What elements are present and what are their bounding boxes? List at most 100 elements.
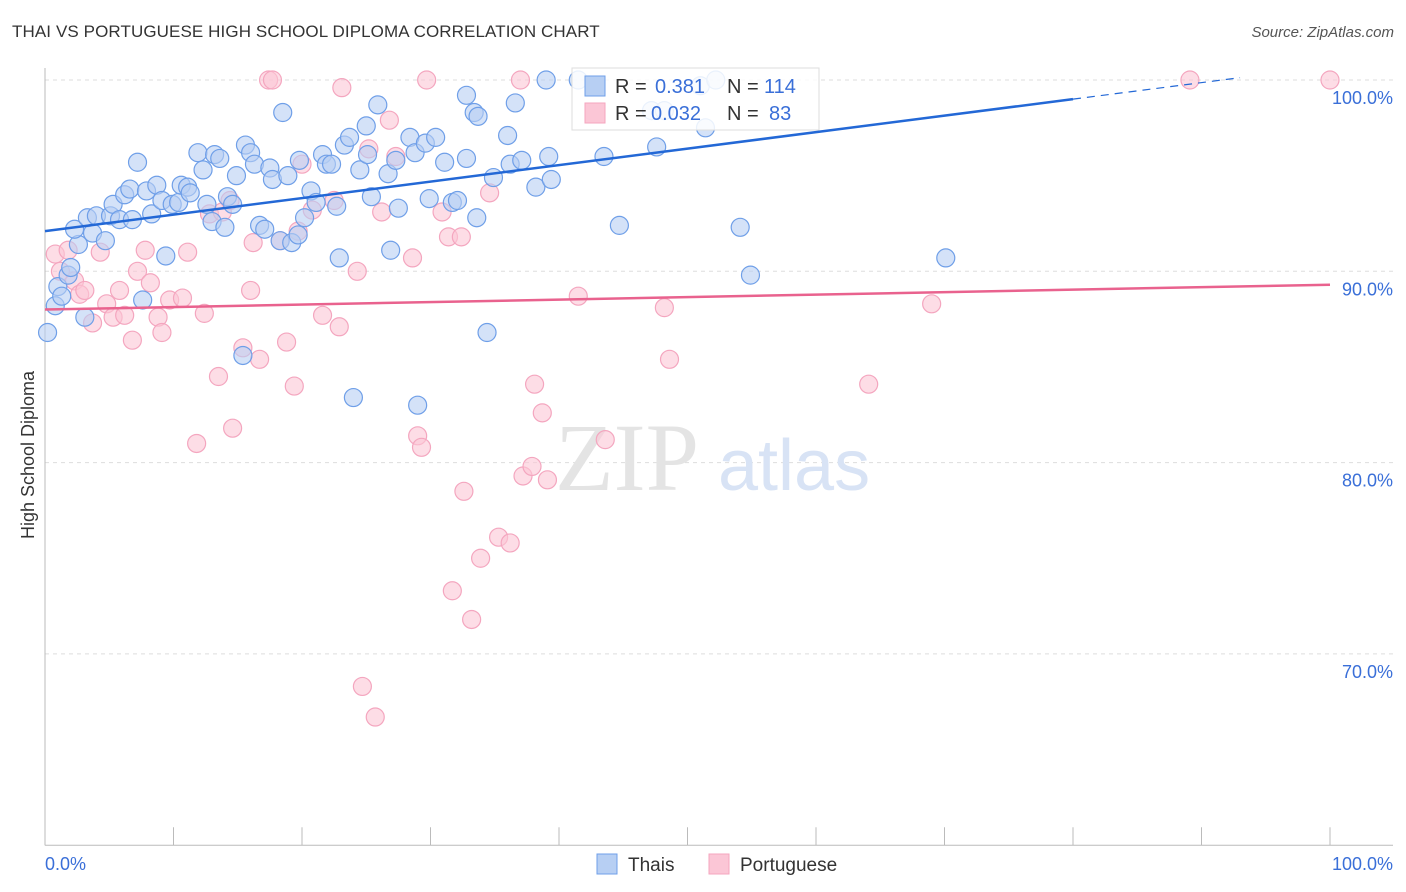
watermark-atlas: atlas [718, 426, 870, 506]
thais-point [193, 160, 213, 180]
thais-point [52, 286, 72, 306]
bottom-legend-thais: Thais [628, 855, 674, 876]
thais-point [381, 240, 401, 260]
portuguese-point [402, 248, 423, 268]
bottom-legend: Thais Portuguese [596, 853, 837, 876]
thais-point [329, 248, 349, 268]
source-label: Source: ZipAtlas.com [1251, 24, 1394, 41]
legend-r-label: R = [615, 103, 647, 125]
portuguese-point [922, 294, 942, 314]
legend-r-value: 0.381 [655, 76, 705, 98]
portuguese-point [140, 273, 160, 293]
thais-point [273, 102, 293, 123]
thais-point [95, 231, 115, 251]
portuguese-point [347, 261, 367, 281]
thais-point [226, 166, 247, 186]
thais-point [294, 208, 315, 228]
thais-point [456, 148, 477, 169]
thais-point [180, 183, 200, 203]
portuguese-point [208, 366, 229, 387]
portuguese-point [451, 227, 471, 247]
portuguese-point [115, 305, 135, 325]
portuguese-point [859, 374, 879, 394]
legend-n-label: N = [727, 103, 759, 125]
portuguese-point [532, 403, 552, 423]
portuguese-point [312, 305, 333, 325]
thais-point [37, 322, 58, 343]
legend-n-label: N = [727, 76, 759, 98]
portuguese-point [365, 707, 385, 727]
watermark-zip: ZIP [555, 404, 699, 511]
portuguese-point [241, 280, 261, 301]
thais-point [467, 208, 487, 228]
portuguese-point [135, 240, 155, 260]
thais-point [215, 217, 235, 237]
portuguese-point [127, 261, 148, 281]
thais-point [435, 152, 455, 172]
y-tick-label: 90.0% [1342, 279, 1393, 299]
thais-point [368, 95, 388, 115]
thais-point [730, 217, 750, 237]
portuguese-point [284, 376, 304, 396]
legend-swatch-thais [584, 75, 606, 97]
y-tick-label: 70.0% [1342, 662, 1393, 682]
thais-point [419, 189, 439, 209]
y-axis-label: High School Diploma [18, 370, 38, 539]
thais-point [120, 179, 140, 199]
watermark: ZIP atlas [555, 404, 870, 511]
portuguese-point [187, 433, 207, 454]
legend-r-label: R = [615, 76, 647, 98]
portuguese-point [75, 280, 95, 301]
portuguese-point [249, 349, 270, 369]
y-tick-label: 80.0% [1342, 471, 1393, 491]
portuguese-point [379, 110, 399, 130]
thais-point [447, 190, 468, 211]
portuguese-point [524, 374, 545, 394]
thais-point [539, 146, 559, 167]
portuguese-point [537, 470, 558, 490]
portuguese-point [276, 332, 297, 352]
portuguese-point [1180, 70, 1200, 90]
thais-point [343, 387, 363, 408]
thais-point [356, 116, 376, 136]
portuguese-point [178, 242, 198, 262]
legend-n-value: 114 [764, 76, 796, 98]
thais-point [61, 257, 81, 278]
thais-point [127, 152, 148, 172]
portuguese-point [122, 330, 142, 350]
portuguese-point [332, 78, 352, 98]
thais-point [498, 125, 518, 146]
portuguese-point [262, 70, 283, 90]
thais-point [936, 248, 956, 268]
thais-point [327, 196, 347, 216]
thais-point [468, 106, 488, 126]
portuguese-point [462, 609, 482, 630]
thais-point [609, 215, 629, 235]
y-tick-label: 100.0% [1332, 88, 1393, 108]
portuguese-trend-line [44, 283, 1331, 311]
trend-lines [44, 77, 1331, 311]
thais-point [357, 145, 378, 165]
portuguese-point [352, 676, 372, 697]
thais-points [37, 70, 956, 415]
thais-point [278, 166, 298, 186]
axes [44, 68, 1393, 846]
thais-point [233, 345, 253, 366]
thais-point [426, 127, 446, 147]
portuguese-point [152, 322, 172, 343]
portuguese-point [654, 298, 674, 318]
portuguese-point [109, 280, 130, 301]
thais-point [541, 169, 561, 190]
thais-point [456, 85, 477, 105]
portuguese-point [1320, 70, 1340, 90]
portuguese-point [500, 533, 520, 553]
legend-r-value: 0.032 [651, 103, 701, 125]
legend-swatch-portuguese [584, 102, 606, 124]
portuguese-point [417, 70, 437, 90]
thais-point [594, 146, 614, 167]
portuguese-point [243, 233, 263, 253]
thais-point [156, 246, 176, 266]
thais-point [740, 265, 761, 285]
x-tick-label-min: 0.0% [45, 854, 86, 874]
